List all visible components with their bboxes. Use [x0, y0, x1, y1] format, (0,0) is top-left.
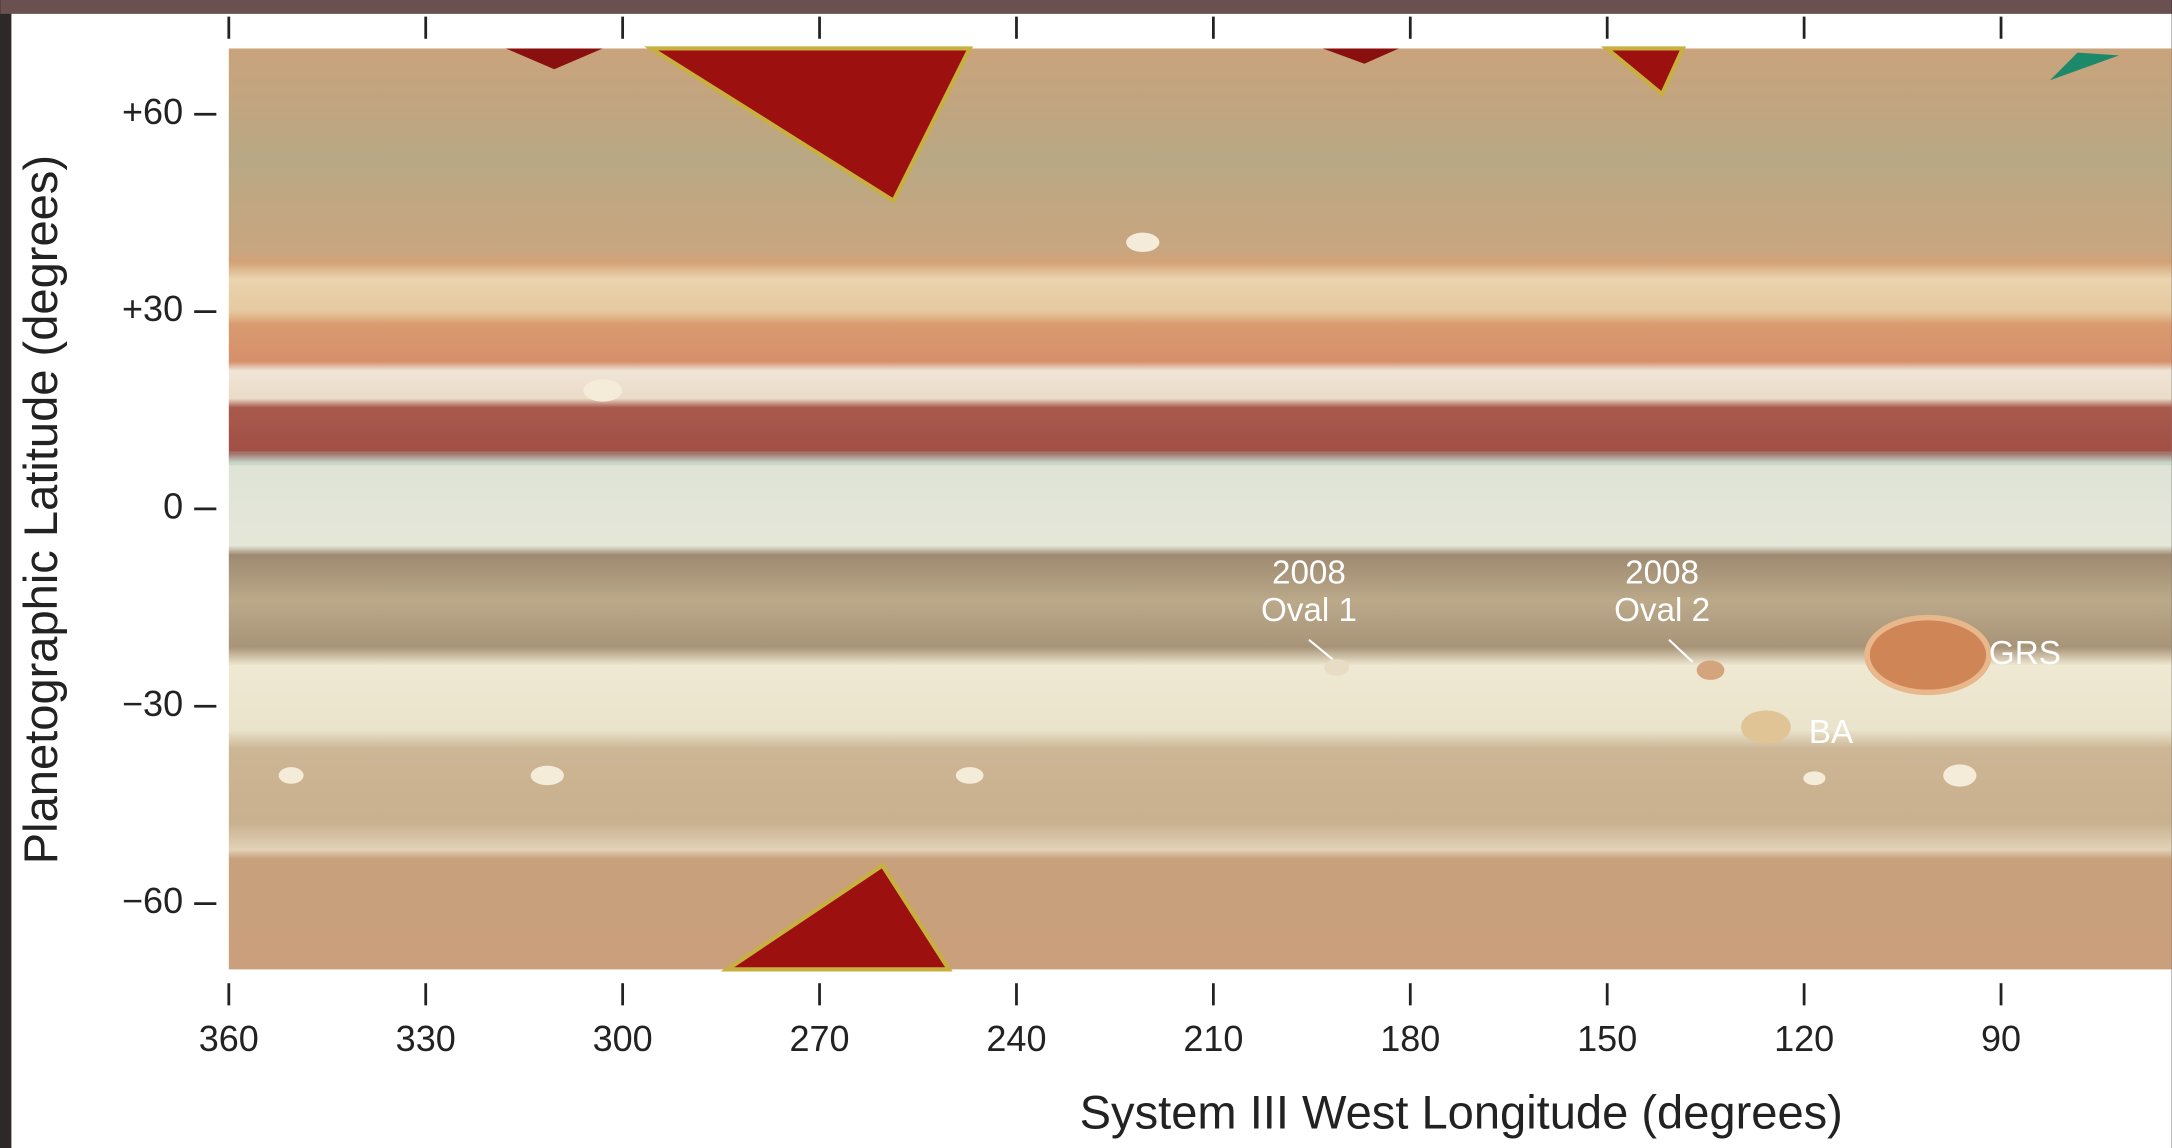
- x-tick-label: 180: [1380, 1018, 1440, 1059]
- x-tick-label: 150: [1577, 1018, 1637, 1059]
- x-tick-label: 240: [986, 1018, 1046, 1059]
- figure: System III West Longitude (degrees) Plan…: [0, 0, 2172, 1148]
- annotation-line: BA: [1809, 714, 1854, 751]
- annotation: BA: [1809, 714, 1854, 751]
- annotation: GRS: [1989, 635, 2061, 672]
- oval-1: [1324, 659, 1349, 676]
- annotation-line: Oval 2: [1614, 592, 1710, 629]
- y-tick-label: +60: [122, 91, 183, 132]
- jupiter-map: [229, 48, 2172, 969]
- x-tick-label: 120: [1774, 1018, 1834, 1059]
- x-tick-label: 360: [199, 1018, 259, 1059]
- y-tick-label: +30: [122, 288, 183, 329]
- annotation-line: Oval 1: [1261, 592, 1357, 629]
- y-axis-title: Planetographic Latitude (degrees): [14, 155, 67, 864]
- annotation-line: 2008: [1272, 554, 1346, 591]
- band-shade: [229, 451, 2172, 465]
- annotation-line: 2008: [1625, 554, 1699, 591]
- y-tick-label: −60: [122, 880, 183, 921]
- y-tick-label: −30: [122, 683, 183, 724]
- map-image: [229, 48, 2172, 969]
- y-tick-label: 0: [163, 485, 183, 526]
- great-red-spot: [1867, 618, 1989, 693]
- oval-2: [1697, 661, 1725, 680]
- annotation-line: GRS: [1989, 635, 2061, 672]
- oval-ba: [1741, 710, 1791, 743]
- x-tick-label: 270: [790, 1018, 850, 1059]
- x-tick-label: 300: [593, 1018, 653, 1059]
- x-axis-title: System III West Longitude (degrees): [1080, 1086, 1843, 1139]
- top-strip: [0, 0, 2171, 14]
- x-tick-label: 330: [396, 1018, 456, 1059]
- x-tick-label: 210: [1183, 1018, 1243, 1059]
- x-tick-label: 90: [1981, 1018, 2021, 1059]
